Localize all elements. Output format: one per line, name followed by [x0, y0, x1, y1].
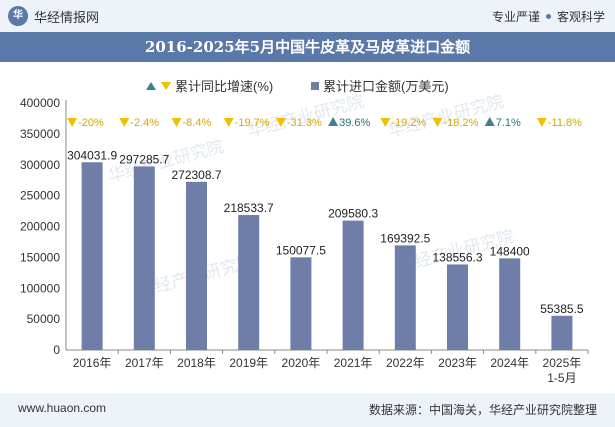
y-tick-label: 200000 [20, 220, 60, 234]
footer: www.huaon.com 数据来源：中国海关，华经产业研究院整理 [0, 393, 615, 427]
growth-label: 7.1% [496, 117, 521, 129]
y-tick-label: 300000 [20, 158, 60, 172]
growth-up-triangle-icon [328, 117, 339, 126]
growth-label: -18.2% [444, 117, 479, 129]
growth-label: -20% [78, 117, 104, 129]
legend-up-triangle-icon [146, 82, 156, 90]
brand-logo[interactable]: 华 华经情报网 [8, 6, 99, 26]
growth-down-triangle-icon [380, 118, 391, 127]
slogan-right: 客观科学 [556, 10, 605, 24]
bar-value-label: 304031.9 [67, 148, 117, 162]
growth-label: 39.6% [339, 117, 370, 129]
growth-label: -2.4% [130, 117, 159, 129]
logo-icon: 华 [8, 6, 28, 26]
growth-label: -19.2% [391, 117, 426, 129]
growth-label: -11.8% [548, 117, 582, 129]
slogan: 专业严谨 客观科学 [492, 8, 605, 25]
growth-down-triangle-icon [432, 118, 443, 127]
growth-down-triangle-icon [536, 118, 547, 127]
growth-label: -31.3% [287, 117, 322, 129]
y-tick-label: 400000 [20, 96, 60, 110]
y-tick-label: 250000 [20, 189, 60, 203]
bar-value-label: 148400 [490, 244, 530, 258]
growth-down-triangle-icon [275, 118, 286, 127]
x-tick-label: 2017年 [125, 356, 164, 370]
x-tick-label: 2019年 [229, 356, 268, 370]
growth-up-triangle-icon [484, 117, 495, 126]
bar-value-label: 218533.7 [224, 201, 274, 215]
y-tick-label: 350000 [20, 127, 60, 141]
x-tick-label: 2022年 [386, 356, 425, 370]
bar [499, 258, 521, 350]
bar-value-label: 297285.7 [119, 152, 169, 166]
x-tick-label: 2025年 [543, 356, 582, 370]
bar-value-label: 150077.5 [276, 243, 326, 257]
x-tick-label: 2016年 [73, 356, 112, 370]
y-tick-label: 50000 [27, 312, 61, 326]
bar [290, 257, 312, 350]
dot-icon [545, 14, 551, 19]
bar [133, 166, 155, 350]
bar-value-label: 138556.3 [432, 250, 482, 264]
x-tick-label: 2018年 [177, 356, 216, 370]
legend-growth-label: 累计同比增速(%) [175, 79, 273, 94]
footer-source: 数据来源：中国海关，华经产业研究院整理 [368, 403, 597, 417]
bar [447, 264, 468, 350]
bar [186, 181, 207, 350]
x-tick-label: 2021年 [334, 356, 373, 370]
bar [394, 245, 416, 350]
bar [551, 315, 573, 350]
growth-down-triangle-icon [119, 118, 130, 127]
bar-value-label: 272308.7 [171, 168, 221, 182]
chart-area: 华经产业研究院华经产业研究院华经产业研究院华经产业研究院华经产业研究院05000… [20, 79, 589, 385]
legend-bar-label: 累计进口金额(万美元) [323, 79, 449, 94]
bar-value-label: 209580.3 [328, 207, 378, 221]
chart-title: 2016-2025年5月中国牛皮革及马皮革进口金额 [0, 32, 615, 62]
footer-site[interactable]: www.huaon.com [18, 401, 107, 415]
slogan-left: 专业严谨 [491, 10, 540, 24]
bar-value-label: 169392.5 [380, 231, 430, 245]
x-tick-label: 1-5月 [547, 371, 576, 385]
bar-value-label: 55385.5 [540, 302, 584, 316]
growth-down-triangle-icon [223, 118, 234, 127]
bar [238, 215, 260, 350]
bar [81, 162, 103, 350]
bar [342, 220, 364, 350]
x-tick-label: 2023年 [438, 356, 477, 370]
y-tick-label: 150000 [20, 250, 60, 264]
growth-label: -8.4% [183, 117, 212, 129]
x-tick-label: 2020年 [282, 356, 321, 370]
logo-text: 华经情报网 [34, 9, 100, 25]
x-tick-label: 2024年 [490, 356, 529, 370]
y-tick-label: 100000 [20, 281, 60, 295]
growth-label: -19.7% [235, 117, 270, 129]
top-bar: 华 华经情报网 专业严谨 客观科学 [0, 0, 615, 32]
growth-down-triangle-icon [67, 118, 78, 127]
legend-down-triangle-icon [161, 82, 171, 90]
growth-down-triangle-icon [171, 118, 182, 127]
y-tick-label: 0 [53, 343, 60, 357]
legend-bar-swatch [311, 82, 319, 90]
